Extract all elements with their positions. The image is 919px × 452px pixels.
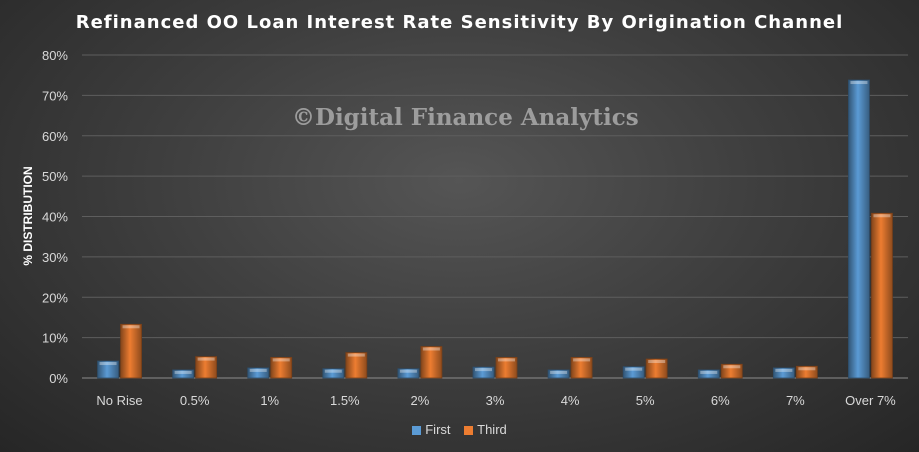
bar-first-9 [772, 367, 795, 379]
bar-first-8 [697, 369, 720, 379]
bar-highlight [648, 360, 666, 364]
bar-highlight [249, 368, 267, 372]
x-tick-label: 2% [411, 393, 430, 408]
x-tick-label: 1.5% [330, 393, 360, 408]
bar-third-0 [120, 323, 142, 379]
y-tick-label: 30% [42, 250, 68, 265]
bar-highlight [272, 358, 290, 362]
bar-highlight [324, 369, 342, 373]
bar-first-0 [97, 360, 119, 379]
bar-third-4 [420, 346, 443, 379]
x-tick-label: No Rise [96, 393, 142, 408]
x-tick-label: 1% [260, 393, 279, 408]
x-tick-label: 4% [561, 393, 580, 408]
bar-third-10 [871, 212, 893, 379]
bar-first-5 [472, 366, 495, 379]
x-tick-label: 6% [711, 393, 730, 408]
bar-highlight [174, 370, 192, 374]
legend-item-first: First [412, 422, 451, 437]
bar-highlight [723, 365, 741, 369]
bar-first-3 [322, 368, 345, 379]
bar-highlight [873, 214, 891, 218]
bar-highlight [99, 362, 117, 366]
x-tick-label: 3% [486, 393, 505, 408]
bar-highlight [399, 369, 417, 373]
bar-highlight [122, 325, 140, 329]
legend-label-first: First [425, 422, 451, 437]
bar-highlight [498, 358, 515, 362]
y-tick-label: 70% [42, 88, 68, 103]
bar-highlight [850, 81, 868, 85]
legend-label-third: Third [477, 422, 507, 437]
bar-first-10 [848, 79, 870, 379]
bar-first-2 [247, 367, 270, 379]
bar-highlight [550, 370, 568, 374]
bar-third-8 [720, 363, 743, 379]
legend-item-third: Third [464, 422, 507, 437]
bar-first-7 [622, 366, 645, 379]
bar-third-7 [645, 358, 668, 379]
chart-title: Refinanced OO Loan Interest Rate Sensiti… [75, 12, 844, 33]
bar-third-3 [345, 352, 368, 379]
y-tick-label: 20% [42, 290, 68, 305]
x-tick-label: 7% [786, 393, 805, 408]
bar-highlight [422, 347, 440, 351]
legend-swatch-third [464, 426, 474, 435]
x-tick-label: Over 7% [845, 393, 896, 408]
bar-third-6 [570, 357, 593, 379]
bar-highlight [775, 368, 793, 372]
legend: First Third [0, 422, 919, 437]
bar-highlight [347, 353, 365, 357]
bar-highlight [798, 367, 816, 371]
bar-third-1 [195, 356, 218, 379]
bar-highlight [475, 368, 492, 372]
bar-third-5 [495, 357, 518, 379]
bar-highlight [700, 370, 718, 374]
x-tick-label: 5% [636, 393, 655, 408]
bar-third-9 [795, 365, 818, 379]
bar-first-4 [397, 368, 420, 379]
bar-first-1 [172, 369, 195, 379]
watermark: ©Digital Finance Analytics [292, 104, 639, 131]
y-tick-label: 50% [42, 169, 68, 184]
y-tick-label: 0% [49, 371, 68, 386]
y-tick-label: 40% [42, 210, 68, 225]
bar-highlight [197, 357, 215, 361]
y-tick-label: 10% [42, 331, 68, 346]
bar-third-2 [270, 357, 293, 379]
y-tick-label: 60% [42, 129, 68, 144]
bar-first-6 [547, 369, 570, 379]
bar-highlight [573, 358, 591, 362]
x-tick-label: 0.5% [180, 393, 210, 408]
legend-swatch-first [412, 426, 422, 435]
bar-highlight [625, 367, 643, 371]
y-tick-label: 80% [42, 48, 68, 63]
